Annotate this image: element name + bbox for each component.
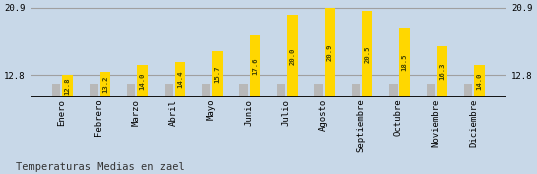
Bar — [324, 7, 335, 97]
Bar — [314, 84, 323, 97]
Bar — [474, 65, 485, 97]
Bar — [175, 62, 185, 97]
Bar — [287, 15, 297, 97]
Bar — [90, 84, 98, 97]
Bar — [52, 84, 60, 97]
Bar — [427, 84, 435, 97]
Bar — [400, 28, 410, 97]
Text: 20.9: 20.9 — [326, 44, 333, 61]
Bar — [240, 84, 248, 97]
Bar — [389, 84, 397, 97]
Text: Temperaturas Medias en zael: Temperaturas Medias en zael — [16, 162, 185, 172]
Text: 20.5: 20.5 — [364, 45, 370, 63]
Text: 20.0: 20.0 — [289, 48, 295, 65]
Text: 14.4: 14.4 — [177, 71, 183, 88]
Bar — [352, 84, 360, 97]
Text: 14.0: 14.0 — [477, 73, 483, 90]
Text: 13.2: 13.2 — [102, 76, 108, 93]
Text: 18.5: 18.5 — [402, 54, 408, 71]
Bar — [100, 72, 110, 97]
Bar — [62, 76, 73, 97]
Bar — [437, 46, 447, 97]
Bar — [464, 84, 473, 97]
Bar — [362, 11, 373, 97]
Bar — [250, 35, 260, 97]
Text: 14.0: 14.0 — [140, 73, 146, 90]
Text: 17.6: 17.6 — [252, 57, 258, 75]
Text: 15.7: 15.7 — [214, 65, 220, 83]
Bar — [137, 65, 148, 97]
Bar — [212, 51, 223, 97]
Bar — [164, 84, 173, 97]
Bar — [202, 84, 211, 97]
Text: 16.3: 16.3 — [439, 63, 445, 80]
Bar — [127, 84, 135, 97]
Bar — [277, 84, 285, 97]
Text: 12.8: 12.8 — [64, 78, 70, 95]
